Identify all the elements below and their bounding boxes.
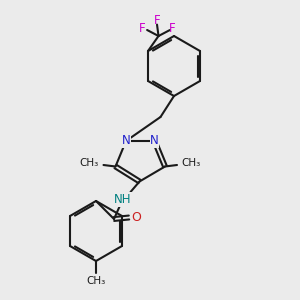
Text: CH₃: CH₃: [182, 158, 201, 169]
Text: F: F: [139, 22, 145, 35]
Text: CH₃: CH₃: [80, 158, 99, 169]
Text: O: O: [132, 211, 141, 224]
Text: F: F: [169, 22, 175, 35]
Text: CH₃: CH₃: [86, 275, 106, 286]
Text: F: F: [154, 14, 160, 27]
Text: N: N: [150, 134, 159, 148]
Text: NH: NH: [114, 193, 132, 206]
Text: N: N: [122, 134, 130, 148]
